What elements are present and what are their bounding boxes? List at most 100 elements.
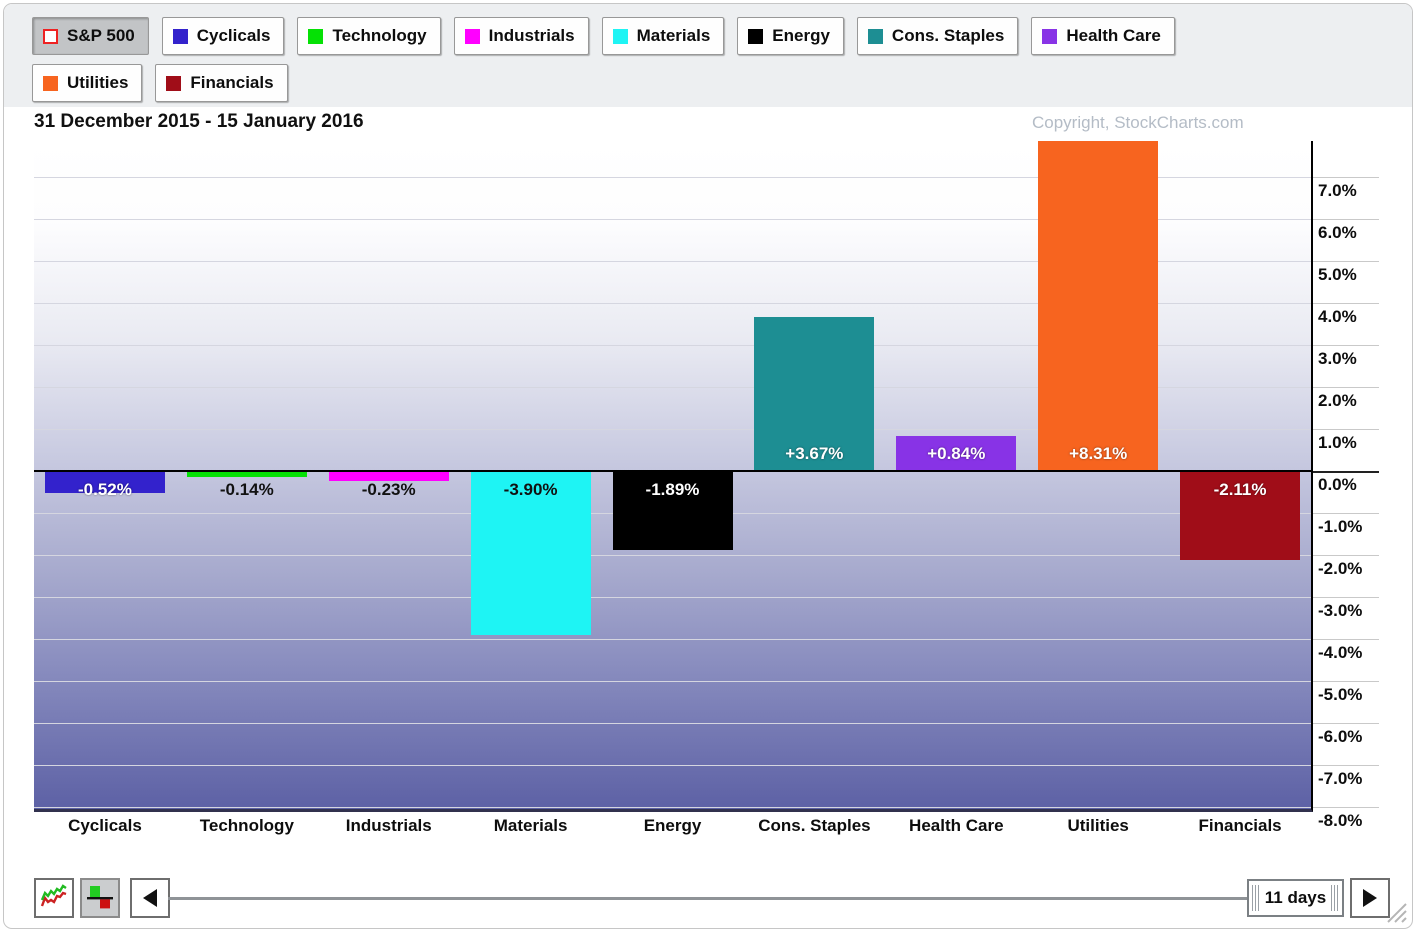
legend-button-label: Utilities [67, 73, 129, 92]
histogram-mode-button[interactable] [80, 878, 120, 918]
scrollbar-track[interactable] [168, 897, 1250, 900]
legend-button-health-care[interactable]: Health Care [1031, 17, 1175, 55]
gridline [34, 429, 1311, 430]
plot-area: -0.52% -0.14% -0.23% -3.90% -1.89% +3.67% +0.8… [34, 141, 1313, 812]
legend-button-label: Materials [636, 26, 711, 45]
x-axis-label-energy: Energy [643, 816, 702, 835]
legend-swatch-icon [172, 28, 188, 44]
legend-button-label: Cons. Staples [891, 26, 1005, 45]
legend-button-financials[interactable]: Financials [155, 64, 288, 102]
axis-tick [1313, 177, 1379, 178]
scroll-right-button[interactable] [1350, 878, 1390, 918]
y-axis-label: -2.0% [1318, 559, 1363, 578]
bar-value-label: -1.89% [645, 480, 700, 499]
legend-swatch-icon [748, 28, 764, 44]
legend-button-materials[interactable]: Materials [601, 17, 725, 55]
bar-value-label: -0.52% [78, 480, 132, 499]
copyright-text: Copyright, StockCharts.com [1032, 113, 1244, 132]
y-axis-label: -7.0% [1318, 769, 1363, 788]
line-chart-icon [40, 883, 68, 914]
axis-tick [1313, 597, 1379, 598]
gridline [34, 261, 1311, 262]
axis-tick [1313, 261, 1379, 262]
legend-button-label: Energy [772, 26, 830, 45]
legend-button-industrials[interactable]: Industrials [453, 17, 589, 55]
bar-financials [1180, 471, 1301, 560]
legend-area: S&P 500 Cyclicals Technology Industrials Mat… [4, 4, 1412, 107]
x-axis-label-technology: Technology [199, 816, 294, 835]
right-arrow-icon [1363, 889, 1377, 907]
gridline [34, 597, 1311, 598]
bar-value-label: +8.31% [1069, 444, 1128, 463]
x-axis-label-financials: Financials [1198, 816, 1282, 835]
axis-tick [1313, 345, 1379, 346]
axis-tick [1313, 303, 1379, 304]
axis-tick [1313, 723, 1379, 724]
period-slider-handle[interactable]: 11 days [1247, 879, 1344, 917]
gridline [34, 345, 1311, 346]
legend-button-technology[interactable]: Technology [297, 17, 441, 55]
resize-grip-icon[interactable] [1384, 900, 1408, 924]
legend-button-cons-staples[interactable]: Cons. Staples [856, 17, 1019, 55]
axis-tick [1313, 471, 1379, 473]
legend-button-label: Cyclicals [196, 26, 271, 45]
date-range-title: 31 December 2015 - 15 January 2016 [34, 111, 364, 132]
legend-swatch-icon [166, 75, 182, 91]
y-axis-label: 4.0% [1318, 307, 1357, 326]
legend-swatch-icon [43, 28, 58, 44]
bar-technology [186, 471, 307, 477]
y-axis-label: 7.0% [1318, 181, 1357, 200]
legend-button-cyclicals[interactable]: Cyclicals [161, 17, 285, 55]
axis-tick [1313, 387, 1379, 388]
x-axis-label-industrials: Industrials [345, 816, 432, 835]
axis-tick [1313, 765, 1379, 766]
x-axis-label-cyclicals: Cyclicals [68, 816, 142, 835]
axis-tick [1313, 807, 1379, 808]
bar-health-care [896, 435, 1017, 471]
y-axis-label: -8.0% [1318, 811, 1363, 830]
x-axis-labels: Cyclicals Technology Industrials Materials E… [34, 816, 1311, 836]
y-axis-label: -5.0% [1318, 685, 1363, 704]
axis-tick [1313, 429, 1379, 430]
legend-swatch-icon [1042, 28, 1058, 44]
scroll-left-button[interactable] [130, 878, 170, 918]
legend-button-energy[interactable]: Energy [737, 17, 844, 55]
legend-button-utilities[interactable]: Utilities [32, 64, 143, 102]
y-axis-label: -1.0% [1318, 517, 1363, 536]
left-arrow-icon [143, 889, 157, 907]
y-axis-label: -3.0% [1318, 601, 1363, 620]
gridline [34, 765, 1311, 766]
bar-value-label: +3.67% [785, 444, 844, 463]
gridline [34, 807, 1311, 808]
line-chart-mode-button[interactable] [34, 878, 74, 918]
gridline [34, 219, 1311, 220]
bar-materials [470, 471, 591, 635]
x-axis-label-cons-staples: Cons. Staples [758, 816, 871, 835]
axis-tick [1313, 681, 1379, 682]
y-axis-label: -4.0% [1318, 643, 1363, 662]
y-axis-label: 5.0% [1318, 265, 1357, 284]
y-axis-label: 6.0% [1318, 223, 1357, 242]
legend-button-label: S&P 500 [67, 26, 135, 45]
y-axis-label: -6.0% [1318, 727, 1363, 746]
legend-button-label: Financials [190, 73, 274, 92]
bar-energy [612, 471, 733, 551]
bar-value-label: -3.90% [503, 480, 558, 499]
gridline [34, 681, 1311, 682]
gridline [34, 639, 1311, 640]
gridline [34, 723, 1311, 724]
legend-button-s-p-500[interactable]: S&P 500 [32, 17, 149, 55]
grip-lines-icon [1331, 885, 1339, 911]
perfchart-widget: S&P 500 Cyclicals Technology Industrials Mat… [3, 3, 1413, 929]
legend-button-label: Industrials [488, 26, 575, 45]
zero-line [34, 470, 1311, 472]
legend-swatch-icon [867, 28, 883, 44]
axis-tick [1313, 555, 1379, 556]
bar-value-label: -0.14% [219, 480, 274, 499]
grip-lines-icon [1252, 885, 1260, 911]
legend-swatch-icon [308, 28, 324, 44]
legend-row: Utilities Financials [32, 64, 1412, 102]
legend-row: S&P 500 Cyclicals Technology Industrials Mat… [32, 17, 1412, 55]
gridline [34, 387, 1311, 388]
bar-value-label: +0.84% [927, 444, 986, 463]
